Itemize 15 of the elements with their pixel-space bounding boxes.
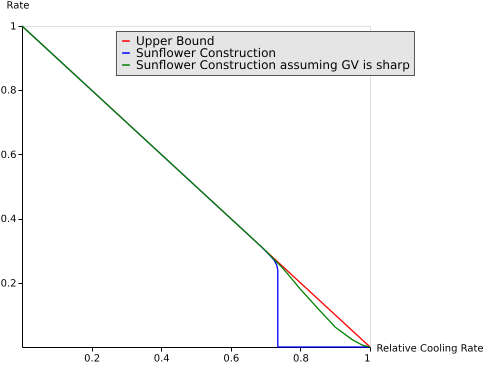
x-tick-label: 0.8 xyxy=(292,354,309,364)
y-tick-label: 1 xyxy=(10,22,16,32)
x-tick-label: 0.4 xyxy=(154,354,170,364)
x-tick-label: 0.2 xyxy=(84,354,100,364)
x-tick-label: 0.6 xyxy=(223,354,240,364)
x-axis-title: Relative Cooling Rate xyxy=(376,344,484,354)
y-tick-label: 0.2 xyxy=(0,278,16,290)
legend-label: Upper Bound xyxy=(136,34,215,48)
y-tick-label: 0.4 xyxy=(0,214,16,226)
legend-label: Sunflower Construction assuming GV is sharp xyxy=(136,58,410,72)
y-tick-label: 0.6 xyxy=(0,150,16,161)
y-tick-label: 0.8 xyxy=(0,86,16,97)
x-tick-label: 1 xyxy=(364,354,370,364)
y-axis-title: Rate xyxy=(6,0,30,12)
legend-label: Sunflower Construction xyxy=(136,46,276,60)
